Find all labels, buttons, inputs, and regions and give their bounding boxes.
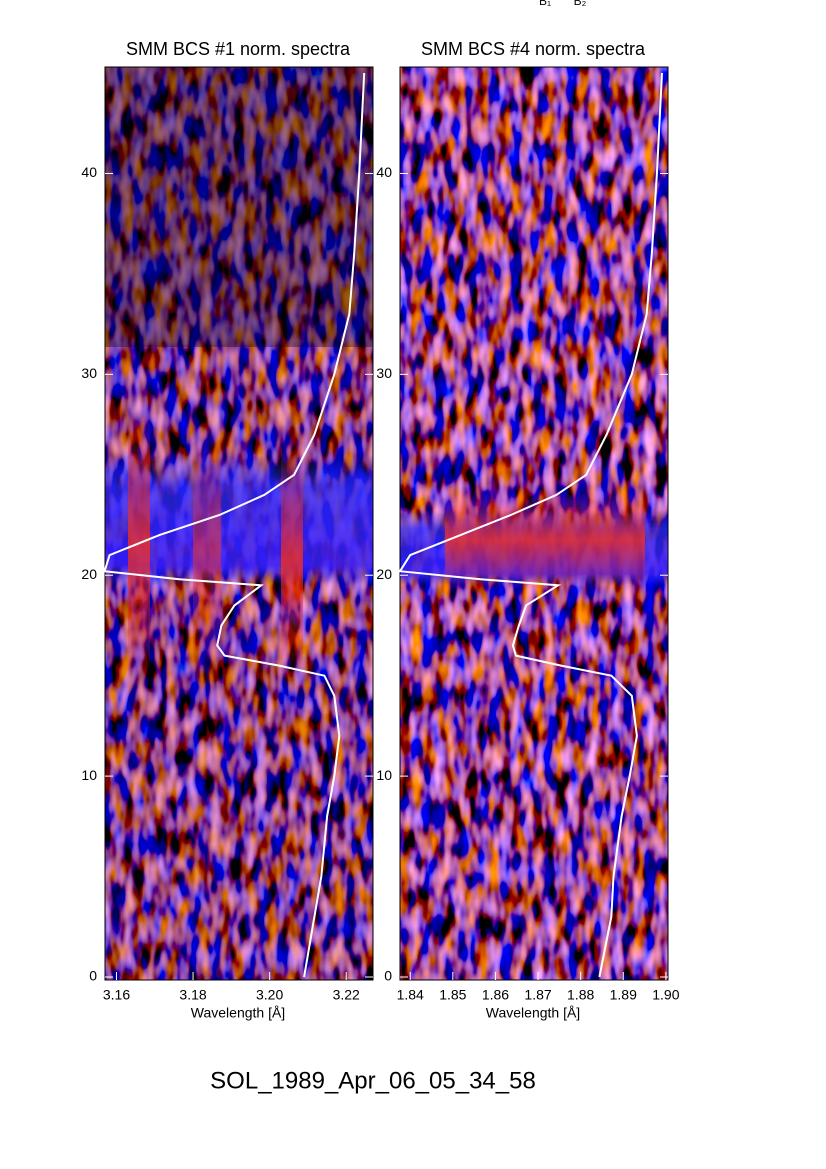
y-tick-label: 40 [81, 164, 97, 180]
x-tick-label: 3.16 [103, 987, 130, 1003]
x-axis-label: Wavelength [Å] [486, 1005, 580, 1021]
x-tick-label: 1.89 [610, 987, 637, 1003]
panel [105, 67, 373, 980]
footer: SOL_1989_Apr_06_05_34_58 [210, 1067, 536, 1094]
y-tick-label: 10 [81, 767, 97, 783]
panel-title: SMM BCS #4 norm. spectra [421, 39, 646, 59]
plot-frame [104, 66, 374, 981]
y-tick-label: 30 [81, 365, 97, 381]
line-emission [128, 410, 150, 680]
x-tick-label: 1.85 [439, 987, 466, 1003]
x-tick-label: 1.84 [397, 987, 424, 1003]
x-tick-label: 1.87 [524, 987, 551, 1003]
line-emission [281, 440, 303, 680]
y-tick-label: 20 [376, 566, 392, 582]
line-emission [445, 490, 645, 590]
y-tick-label: 10 [376, 767, 392, 783]
panel [400, 67, 668, 980]
annotation: B₁ [539, 0, 551, 8]
annotation: B₂ [574, 0, 587, 8]
quiet-region [105, 67, 373, 347]
profile-line [103, 72, 366, 978]
plot-frame [399, 66, 669, 981]
y-tick-label: 20 [81, 566, 97, 582]
x-tick-label: 1.88 [567, 987, 594, 1003]
x-tick-label: 3.20 [256, 987, 283, 1003]
y-tick-label: 30 [376, 365, 392, 381]
x-axis-label: Wavelength [Å] [191, 1005, 285, 1021]
line-emission [193, 430, 221, 670]
x-tick-label: 3.18 [179, 987, 206, 1003]
x-tick-label: 1.90 [652, 987, 679, 1003]
x-tick-label: 3.22 [333, 987, 360, 1003]
panel-title: SMM BCS #1 norm. spectra [126, 39, 351, 59]
profile-line [398, 72, 663, 978]
y-tick-label: 40 [376, 164, 392, 180]
y-tick-label: 0 [89, 968, 97, 984]
y-tick-label: 0 [384, 968, 392, 984]
x-tick-label: 1.86 [482, 987, 509, 1003]
